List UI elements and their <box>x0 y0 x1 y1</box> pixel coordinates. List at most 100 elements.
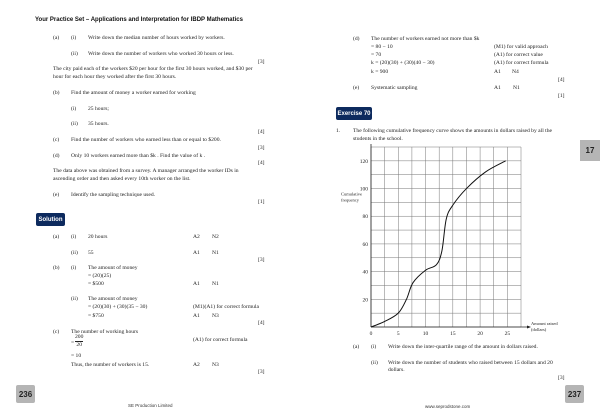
marks: [4] <box>258 129 265 135</box>
mark-code: (A1) for correct value <box>494 52 543 58</box>
sol-line: = $500 <box>88 281 104 287</box>
cumulative-frequency-curve <box>370 160 506 328</box>
mark-code: A2 <box>193 362 200 368</box>
marks: [1] <box>558 93 565 99</box>
y-tick-label: 120 <box>360 159 369 165</box>
q-b-label: (b) <box>53 90 60 96</box>
q-b-i-label: (i) <box>71 106 77 112</box>
sol-line: Systematic sampling <box>371 85 418 91</box>
y-axis-label: frequency <box>341 197 360 202</box>
page-number-left: 236 <box>16 385 35 403</box>
mark-code: N1 <box>513 85 520 91</box>
sol-line: = 80 − 10 <box>371 44 393 50</box>
x-tick-label: 25 <box>505 331 511 337</box>
marks: [4] <box>258 320 265 326</box>
q-b-ii-label: (ii) <box>71 121 78 127</box>
mark-code: N1 <box>212 250 219 256</box>
marks: [3] <box>558 375 565 381</box>
sol-b-ii-label: (ii) <box>71 296 78 302</box>
x-axis-label: (dollars) <box>531 327 547 332</box>
mark-code: A1 <box>494 69 501 75</box>
marks: [3] <box>258 59 265 65</box>
solution-heading: Solution <box>36 213 65 226</box>
y-tick-label: 60 <box>363 242 369 248</box>
sol-line: Thus, the number of workers is 15. <box>71 362 150 368</box>
equals: = <box>71 340 75 346</box>
mark-code: N3 <box>212 313 219 319</box>
mark-code: (M1) for valid approach <box>494 44 548 50</box>
q-a-ii-text: dollars. <box>388 367 405 373</box>
mark-code: A2 <box>193 234 200 240</box>
x-axis-arrow <box>527 325 531 329</box>
q-e-label: (e) <box>53 192 60 198</box>
sol-line: = 10 <box>71 353 82 359</box>
sol-a-ii-label: (ii) <box>71 250 78 256</box>
paragraph: The city paid each of the workers $20 pe… <box>53 66 253 72</box>
marks: [4] <box>258 160 265 166</box>
sol-b-i-label: (i) <box>71 265 77 271</box>
sol-line: = $750 <box>88 313 104 319</box>
q-b-i-text: 25 hours; <box>88 106 109 112</box>
mark-code: A1 <box>193 250 200 256</box>
paragraph: hour for each hour they worked after the… <box>53 74 177 80</box>
sol-e-label: (e) <box>353 85 360 91</box>
mark-code: (A1) for correct formula <box>193 337 248 343</box>
sol-a-i-label: (i) <box>71 234 77 240</box>
sol-d-label: (d) <box>353 36 360 42</box>
x-tick-label: 15 <box>450 331 456 337</box>
sol-line: = 70 <box>371 52 382 58</box>
sol-b-label: (b) <box>53 265 60 271</box>
sol-a-ii-text: 55 <box>88 250 94 256</box>
q-d-text: Only 10 workers earned more than $k . Fi… <box>71 153 206 159</box>
sol-line: The number of workers earned not more th… <box>371 36 480 42</box>
q-a-ii-label: (ii) <box>71 51 78 57</box>
sol-line: The number of working hours <box>71 329 139 335</box>
mark-code: (M1)(A1) for correct formula <box>193 304 260 310</box>
x-tick-label: 5 <box>397 331 400 337</box>
y-tick-label: 40 <box>363 270 369 276</box>
q-c-text: Find the number of workers who earned le… <box>71 137 221 143</box>
y-tick-label: 100 <box>360 187 369 193</box>
q-a-i-text: Write down the median number of hours wo… <box>88 35 225 41</box>
mark-code: A1 <box>193 313 200 319</box>
x-tick-label: 10 <box>423 331 429 337</box>
y-tick-label: 20 <box>363 297 369 303</box>
marks: [3] <box>258 369 265 375</box>
paragraph: The data above was obtained from a surve… <box>53 168 239 174</box>
q-e-text: Identify the sampling technique used. <box>71 192 156 198</box>
q-a-i-text: Write down the inter-quartile range of t… <box>388 344 538 350</box>
y-tick-label: 80 <box>363 214 369 220</box>
page-header: Your Practice Set – Applications and Int… <box>35 17 243 23</box>
sol-line: The amount of money <box>88 296 138 302</box>
mark-code: A1 <box>193 281 200 287</box>
paragraph: ascending order and then asked every 10t… <box>53 176 191 182</box>
mark-code: A1 <box>494 85 501 91</box>
chapter-tab: 17 <box>580 140 600 161</box>
marks: [3] <box>258 257 265 263</box>
exercise-heading: Exercise 70 <box>336 107 372 120</box>
cumulative-frequency-chart: 0 5 10 15 20 25 20 40 60 80 100 120 Cumulativefreque… <box>341 144 558 337</box>
sol-line: The amount of money <box>88 265 138 271</box>
marks: [4] <box>558 77 565 83</box>
denominator: 20 <box>76 342 82 348</box>
mark-code: N2 <box>212 234 219 240</box>
footer-left: SE Production Limited <box>128 403 173 408</box>
fraction: 200 20 <box>75 334 84 349</box>
x-axis-label: Amount raised <box>531 321 558 326</box>
sol-line: k = 900 <box>371 69 389 75</box>
sol-c-label: (c) <box>53 329 60 335</box>
sol-a-i-text: 20 hours <box>88 234 108 240</box>
question-text: The following cumulative frequency curve… <box>353 128 552 134</box>
q-a-ii-label: (ii) <box>371 360 378 366</box>
q-a-ii-text: Write down the number of workers who wor… <box>88 51 234 57</box>
q-a-ii-text: Write down the number of students who ra… <box>388 360 553 366</box>
footer-right: www.seprodstone.com <box>425 404 471 409</box>
x-tick-label: 20 <box>477 331 483 337</box>
numerator: 200 <box>75 334 84 342</box>
question-number: 1. <box>336 128 341 134</box>
mark-code: N3 <box>212 362 219 368</box>
question-text: students in the school. <box>353 136 403 142</box>
q-a-i-label: (i) <box>71 35 77 41</box>
q-b-ii-text: 35 hours. <box>88 121 109 127</box>
y-axis-label: Cumulative <box>341 191 362 196</box>
